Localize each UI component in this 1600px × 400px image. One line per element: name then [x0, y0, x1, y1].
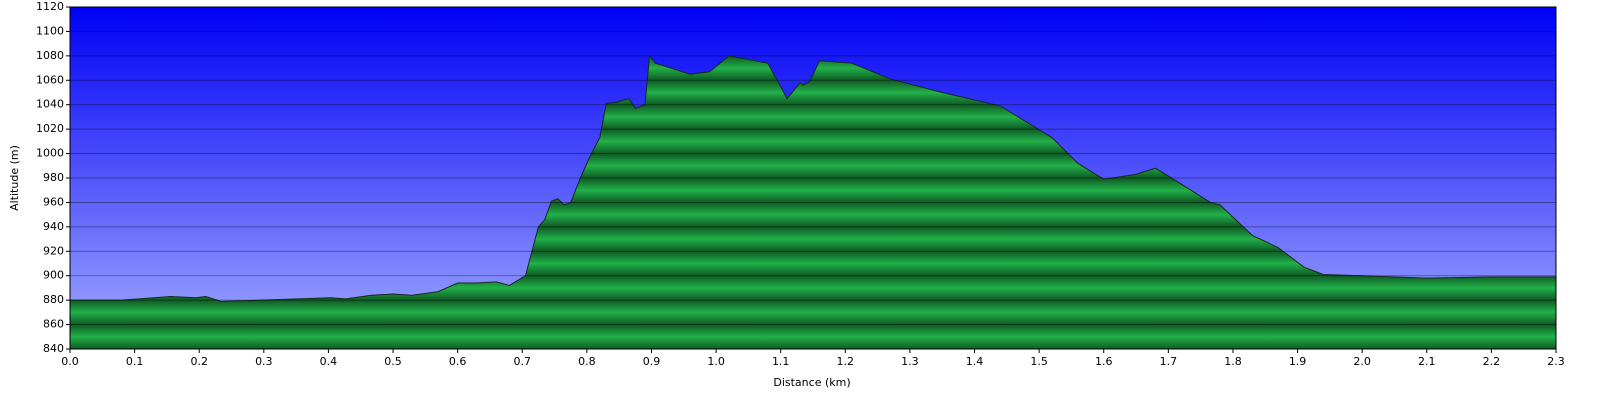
y-tick-label: 1100 — [36, 24, 64, 37]
x-tick-label: 2.1 — [1418, 355, 1436, 368]
y-tick-label: 960 — [43, 195, 64, 208]
x-tick-label: 0.8 — [578, 355, 596, 368]
x-tick-label: 2.3 — [1547, 355, 1565, 368]
x-tick-label: 1.5 — [1030, 355, 1048, 368]
x-tick-label: 0.7 — [514, 355, 532, 368]
x-tick-label: 1.1 — [772, 355, 790, 368]
elevation-line — [70, 54, 1556, 302]
y-tick-label: 860 — [43, 318, 64, 331]
x-tick-label: 0.4 — [320, 355, 338, 368]
y-tick-label: 1040 — [36, 98, 64, 111]
x-tick-label: 0.6 — [449, 355, 467, 368]
y-tick-label: 980 — [43, 171, 64, 184]
x-tick-label: 1.3 — [901, 355, 919, 368]
y-tick-label: 1080 — [36, 49, 64, 62]
x-axis-label: Distance (km) — [773, 376, 850, 389]
y-tick-label: 1020 — [36, 122, 64, 135]
y-tick-label: 1060 — [36, 73, 64, 86]
plot-frame — [69, 6, 1557, 350]
x-tick-label: 1.0 — [707, 355, 725, 368]
x-tick-label: 1.4 — [966, 355, 984, 368]
x-tick-label: 1.7 — [1160, 355, 1178, 368]
elevation-area — [70, 55, 1556, 349]
x-tick-label: 1.8 — [1224, 355, 1242, 368]
y-tick-label: 880 — [43, 293, 64, 306]
x-tick-label: 0.3 — [255, 355, 273, 368]
x-tick-label: 1.2 — [837, 355, 855, 368]
x-tick-label: 2.2 — [1483, 355, 1501, 368]
x-tick-label: 0.2 — [190, 355, 208, 368]
y-tick-label: 900 — [43, 269, 64, 282]
y-tick-label: 840 — [43, 342, 64, 355]
x-tick-label: 1.9 — [1289, 355, 1307, 368]
x-tick-label: 1.6 — [1095, 355, 1113, 368]
x-tick-label: 2.0 — [1353, 355, 1371, 368]
y-tick-label: 920 — [43, 244, 64, 257]
x-tick-label: 0.5 — [384, 355, 402, 368]
x-tick-label: 0.9 — [643, 355, 661, 368]
y-tick-label: 1000 — [36, 147, 64, 160]
x-tick-label: 0.1 — [126, 355, 144, 368]
x-tick-label: 0.0 — [61, 355, 79, 368]
y-tick-label: 1120 — [36, 0, 64, 13]
y-tick-label: 940 — [43, 220, 64, 233]
y-axis-label: Altitude (m) — [8, 145, 21, 211]
